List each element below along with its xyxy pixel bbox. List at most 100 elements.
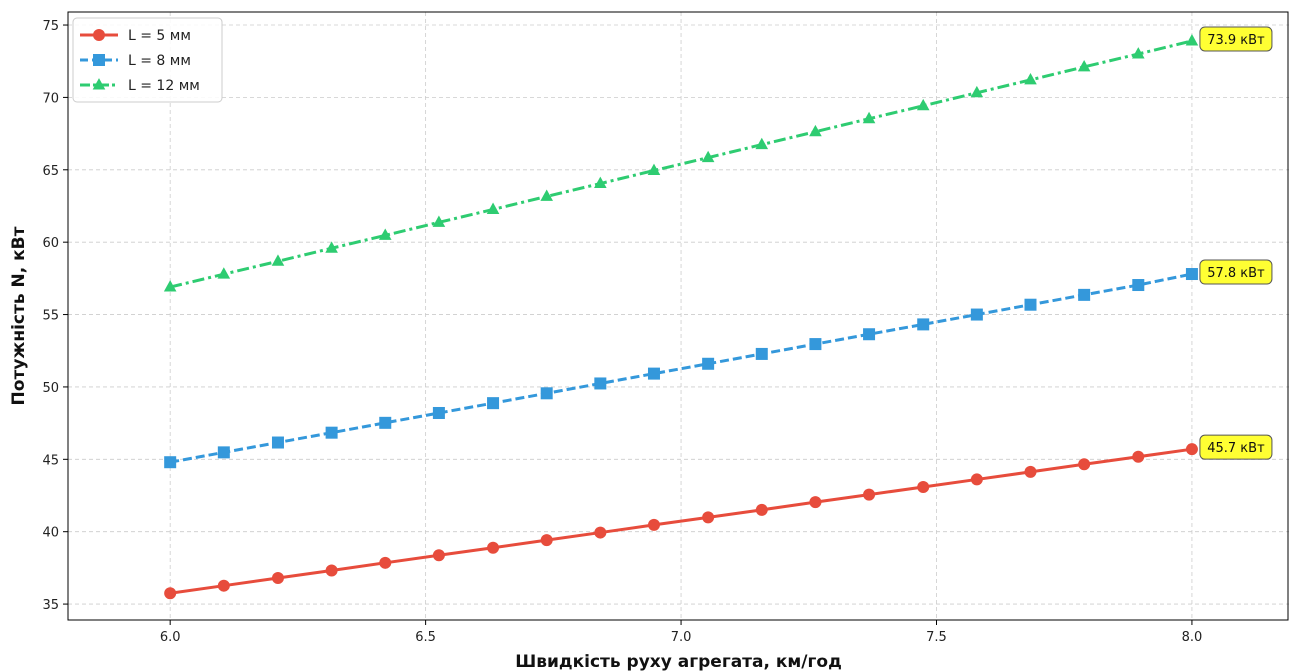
data-point: [701, 150, 715, 163]
data-point: [702, 357, 715, 370]
x-tick-label: 7.0: [671, 630, 692, 645]
data-point: [164, 456, 177, 469]
annotation-label: 73.9 кВт: [1207, 33, 1265, 48]
x-tick-label: 7.5: [926, 630, 947, 645]
data-point: [325, 426, 338, 439]
y-tick-label: 60: [42, 236, 59, 251]
series-0: [164, 443, 1198, 600]
annotation-box: [1199, 259, 1273, 285]
legend-marker: [93, 29, 105, 41]
data-point: [379, 416, 392, 429]
data-point: [1078, 458, 1091, 471]
data-point: [1078, 288, 1091, 301]
data-point: [809, 338, 822, 351]
series-layer: [163, 34, 1199, 600]
data-point: [1077, 59, 1091, 72]
data-point: [917, 480, 930, 493]
data-point: [594, 377, 607, 390]
data-point: [271, 254, 285, 266]
legend-marker: [93, 54, 105, 66]
y-tick-label: 55: [42, 309, 59, 324]
annotation-box: [1199, 26, 1273, 52]
legend-label: L = 5 мм: [128, 28, 191, 44]
data-point: [379, 556, 392, 569]
data-point: [594, 526, 607, 539]
data-point: [217, 579, 230, 592]
data-point: [862, 111, 876, 124]
data-point: [432, 549, 445, 562]
axis-ticks: 6.0 6.5 7.0 7.5 8.0 35 40 45 50 55 60 65 70 75: [42, 19, 1202, 645]
data-point: [163, 280, 177, 292]
data-point: [863, 328, 876, 341]
data-point: [271, 436, 284, 449]
y-tick-label: 45: [42, 453, 59, 468]
data-point: [486, 202, 500, 214]
plot-frame: [67, 11, 1289, 621]
data-point: [432, 406, 445, 419]
data-point: [487, 541, 500, 554]
data-point: [702, 511, 715, 524]
series-line: [169, 447, 1193, 595]
series-2: [163, 34, 1199, 292]
data-point: [1185, 268, 1198, 281]
data-point: [647, 518, 660, 531]
annotation-box: [1199, 434, 1273, 460]
data-point: [917, 318, 930, 331]
series-line: [169, 272, 1193, 464]
x-axis-title: Швидкість руху агрегата, км/год: [515, 652, 842, 671]
x-tick-label: 8.0: [1182, 630, 1203, 645]
data-point: [755, 503, 768, 516]
annotations: 45.7 кВт 57.8 кВт 73.9 кВт: [1199, 26, 1273, 460]
data-point: [325, 241, 338, 253]
x-tick-label: 6.5: [415, 630, 436, 645]
grid-lines: [68, 12, 1289, 620]
y-axis-title: Потужність N, кВт: [9, 226, 29, 405]
legend-frame: [72, 17, 223, 103]
data-point: [863, 488, 876, 501]
data-point: [1131, 47, 1145, 59]
y-tick-label: 70: [42, 91, 59, 106]
data-point: [487, 397, 500, 410]
legend-marker: [92, 78, 106, 90]
y-tick-label: 50: [42, 381, 59, 396]
data-point: [916, 98, 930, 111]
data-point: [217, 446, 230, 459]
series-1: [164, 268, 1198, 469]
data-point: [217, 267, 231, 279]
data-point: [432, 215, 446, 227]
data-point: [647, 367, 660, 380]
data-point: [1132, 450, 1145, 463]
data-point: [809, 496, 822, 509]
data-point: [378, 228, 392, 240]
data-point: [325, 564, 338, 577]
data-point: [970, 85, 984, 98]
data-point: [970, 308, 983, 321]
data-point: [1024, 465, 1037, 478]
series-line: [169, 39, 1193, 289]
legend-label: L = 12 мм: [128, 78, 200, 94]
annotation-label: 45.7 кВт: [1207, 441, 1265, 456]
legend-label: L = 8 мм: [128, 53, 191, 69]
data-point: [594, 176, 607, 189]
data-point: [540, 387, 553, 400]
data-point: [970, 473, 983, 486]
data-point: [540, 534, 553, 547]
data-point: [164, 587, 177, 600]
legend: L = 5 мм L = 8 мм L = 12 мм: [72, 17, 223, 103]
y-tick-label: 35: [42, 598, 59, 613]
data-point: [755, 137, 769, 150]
y-tick-label: 40: [42, 526, 59, 541]
data-point: [1185, 443, 1198, 456]
data-point: [540, 189, 553, 201]
data-point: [1024, 72, 1037, 85]
y-tick-label: 65: [42, 164, 59, 179]
annotation-label: 57.8 кВт: [1207, 266, 1265, 281]
data-point: [271, 572, 284, 585]
data-point: [1185, 34, 1199, 46]
data-point: [809, 124, 822, 137]
y-tick-label: 75: [42, 19, 59, 34]
data-point: [1024, 298, 1037, 311]
x-tick-label: 6.0: [160, 630, 181, 645]
data-point: [755, 347, 768, 360]
